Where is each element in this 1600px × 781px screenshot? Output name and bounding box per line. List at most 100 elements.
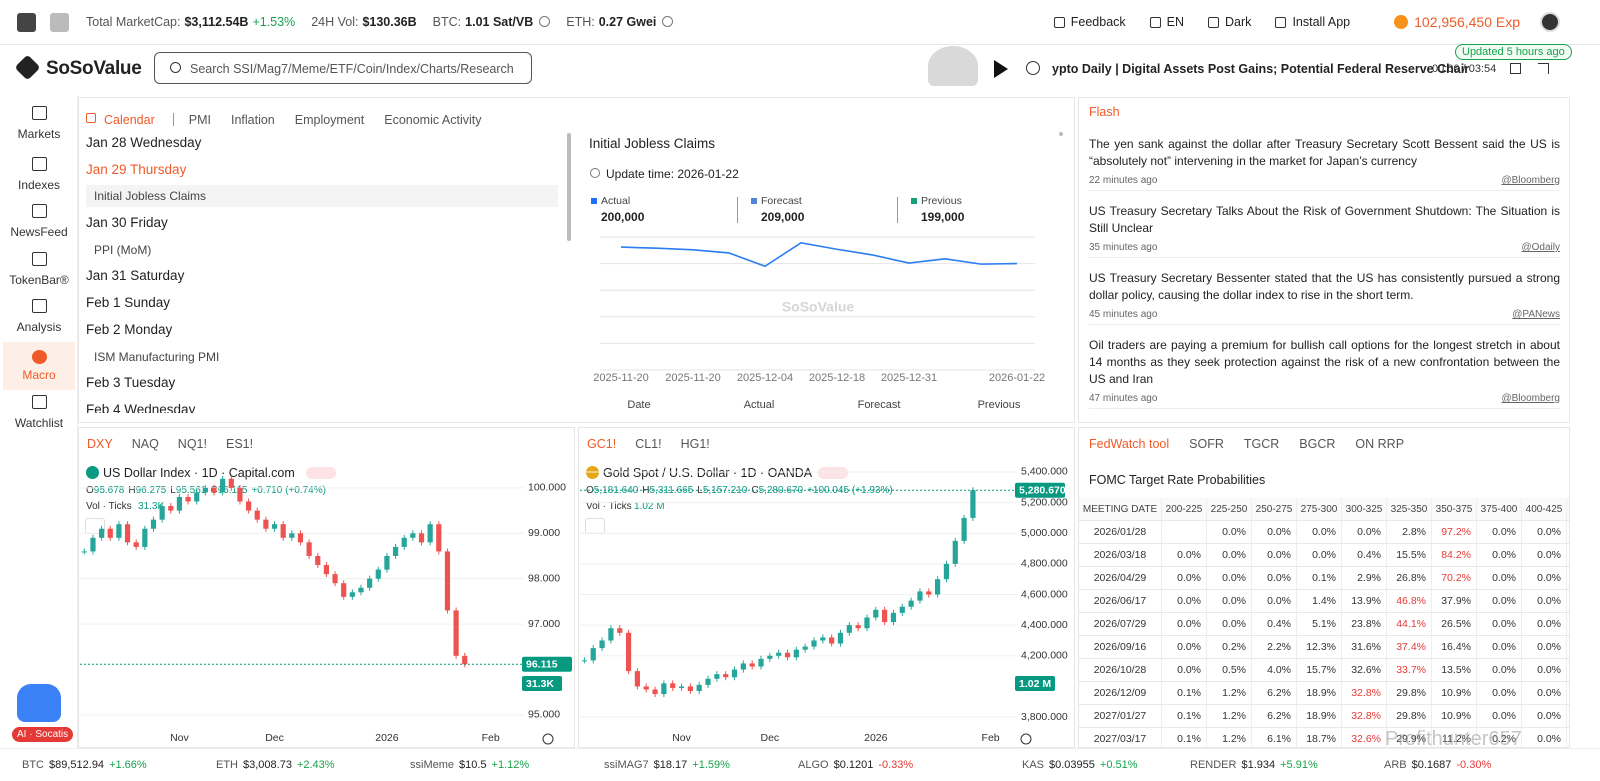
table-cell: 2026/12/09 xyxy=(1079,682,1162,704)
tab[interactable]: BGCR xyxy=(1299,437,1336,451)
ohlc-value: 95.678 xyxy=(93,485,125,496)
table-cell: 46.8% xyxy=(1387,590,1432,612)
dxy-panel xyxy=(78,427,575,748)
calendar-date[interactable]: Feb 1 Sunday xyxy=(86,295,171,311)
sidebar-item[interactable]: Analysis xyxy=(3,294,75,342)
sidebar: Markets Indexes NewsFeed TokenBar® Analysis M… xyxy=(0,96,78,748)
podcast-cover xyxy=(928,46,978,86)
stat-text: +1.53% xyxy=(252,15,296,29)
table-cell: 84.2% xyxy=(1432,544,1477,566)
calendar-event[interactable]: ISM Manufacturing PMI xyxy=(94,349,220,364)
calendar-event[interactable]: Initial Jobless Claims xyxy=(86,185,558,208)
tab[interactable]: Inflation xyxy=(230,113,275,127)
tab[interactable]: NAQ xyxy=(131,437,159,451)
ticker-change: -0.30% xyxy=(1456,759,1492,771)
calendar-date[interactable]: Jan 30 Friday xyxy=(86,215,168,231)
sidebar-icon xyxy=(32,252,47,266)
flash-item[interactable]: US Treasury Secretary Bessenter stated t… xyxy=(1089,264,1560,325)
info-icon xyxy=(539,16,551,27)
ohlc-item: L5,157.210 xyxy=(697,485,747,496)
table-cell: 18.9% xyxy=(1297,682,1342,704)
calendar-date[interactable]: Feb 3 Tuesday xyxy=(86,375,176,391)
flash-source[interactable]: @Bloomberg xyxy=(1501,175,1560,186)
sidebar-label: Indexes xyxy=(17,178,61,192)
play-button[interactable] xyxy=(994,60,1008,78)
ticker-item[interactable]: KAS $0.03955 +0.51% xyxy=(1022,759,1190,771)
table-cell: 0.0% xyxy=(1522,636,1567,658)
ticker-item[interactable]: ssiMeme $10.5 +1.12% xyxy=(410,759,604,771)
flash-item[interactable]: US Treasury Secretary Talks About the Ri… xyxy=(1089,197,1560,258)
ticker-item[interactable]: ARB $0.1687 -0.30% xyxy=(1384,759,1578,771)
sidebar-item[interactable]: Markets xyxy=(3,101,75,149)
tab[interactable]: PMI xyxy=(188,113,211,127)
tab[interactable]: TGCR xyxy=(1243,437,1280,451)
table-cell: 0.0% xyxy=(1522,567,1567,589)
tab[interactable]: HG1! xyxy=(680,437,710,451)
vol-label: Vol · Ticks xyxy=(586,501,632,512)
tab[interactable]: ES1! xyxy=(225,437,254,451)
calendar-date[interactable]: Feb 2 Monday xyxy=(86,321,173,337)
sidebar-item[interactable]: NewsFeed xyxy=(3,199,75,247)
ticker-item[interactable]: BTC $89,512.94 +1.66% xyxy=(22,759,216,771)
sidebar-item[interactable]: Macro xyxy=(3,342,75,390)
tab[interactable]: Employment xyxy=(294,113,365,127)
ticker-symbol: BTC xyxy=(22,759,44,771)
calendar-date[interactable]: Feb 4 Wednesday xyxy=(86,401,196,413)
table-cell: 0.0% xyxy=(1477,705,1522,727)
ohlc-key: C xyxy=(751,485,759,496)
share-icon xyxy=(1538,63,1549,74)
table-cell: 11.2% xyxy=(1432,728,1477,748)
top-link[interactable]: EN xyxy=(1149,15,1184,29)
top-link[interactable]: Dark xyxy=(1208,15,1251,29)
table-cell: 29.8% xyxy=(1387,705,1432,727)
stat-text: ETH: xyxy=(566,15,595,29)
search-box[interactable]: Search SSI/Mag7/Meme/ETF/Coin/Index/Char… xyxy=(154,52,532,84)
ticker-item[interactable]: ssiMAG7 $18.17 +1.59% xyxy=(604,759,798,771)
table-cell: 0.4% xyxy=(1342,544,1387,566)
exp[interactable]: 102,956,450 Exp xyxy=(1394,14,1520,30)
ticker-symbol: ssiMAG7 xyxy=(604,759,649,771)
sidebar-item[interactable]: Indexes xyxy=(3,152,75,200)
flash-title: Flash xyxy=(1089,105,1120,119)
calendar-icon xyxy=(86,113,96,123)
tab[interactable]: Economic Activity xyxy=(384,113,482,127)
sidebar-item[interactable]: TokenBar® xyxy=(3,247,75,295)
podcast-title: ypto Daily | Digital Assets Post Gains; … xyxy=(1052,62,1470,76)
ticker-symbol: ARB xyxy=(1384,759,1407,771)
flash-source[interactable]: @PANews xyxy=(1512,309,1560,320)
flash-item[interactable]: Oil traders are paying a premium for bul… xyxy=(1089,331,1560,409)
tab[interactable]: SOFR xyxy=(1189,437,1224,451)
tab[interactable]: GC1! xyxy=(587,437,617,451)
top-link[interactable]: Feedback xyxy=(1053,15,1126,29)
sidebar-icon xyxy=(32,204,47,218)
jobless-title: Initial Jobless Claims xyxy=(589,136,716,151)
sidebar-item[interactable]: Watchlist xyxy=(3,390,75,438)
calendar-date[interactable]: Jan 28 Wednesday xyxy=(86,135,202,150)
tab[interactable]: NQ1! xyxy=(177,437,207,451)
calendar-date[interactable]: Jan 31 Saturday xyxy=(86,268,185,284)
top-link[interactable]: Install App xyxy=(1275,15,1350,29)
tab[interactable]: DXY xyxy=(87,437,113,451)
ticker-item[interactable]: ETH $3,008.73 +2.43% xyxy=(216,759,410,771)
tab[interactable]: FedWatch tool xyxy=(1089,437,1170,451)
table-cell: 0.0% xyxy=(1207,567,1252,589)
top-links: Feedback EN Dark Install App 102,956,450 Exp xyxy=(1053,14,1520,30)
tab[interactable]: CL1! xyxy=(635,437,662,451)
flash-source[interactable]: @Bloomberg xyxy=(1501,393,1560,404)
stat-name: Previous xyxy=(921,195,962,207)
flash-source[interactable]: @Odaily xyxy=(1521,242,1561,253)
ticker-item[interactable]: ALGO $0.1201 -0.33% xyxy=(798,759,1022,771)
table-cell: 1.2% xyxy=(1207,705,1252,727)
calendar-event[interactable]: PPI (MoM) xyxy=(94,242,152,257)
ticker-item[interactable]: RENDER $1.934 +5.91% xyxy=(1190,759,1384,771)
table-row: 2026/06/17 0.0% 0.0% 0.0% 1.4% 13.9% 46.8% 37.9… xyxy=(1079,590,1569,613)
table-cell: 0.0% xyxy=(1297,544,1342,566)
table-cell: 0.0% xyxy=(1477,682,1522,704)
tab[interactable]: ON RRP xyxy=(1355,437,1405,451)
calendar-date[interactable]: Jan 29 Thursday xyxy=(86,161,187,177)
flash-item[interactable]: The yen sank against the dollar after Tr… xyxy=(1089,130,1560,191)
flash-time: 45 minutes ago xyxy=(1089,309,1158,320)
tab[interactable]: Calendar xyxy=(104,113,155,127)
chart-icon xyxy=(86,466,99,479)
